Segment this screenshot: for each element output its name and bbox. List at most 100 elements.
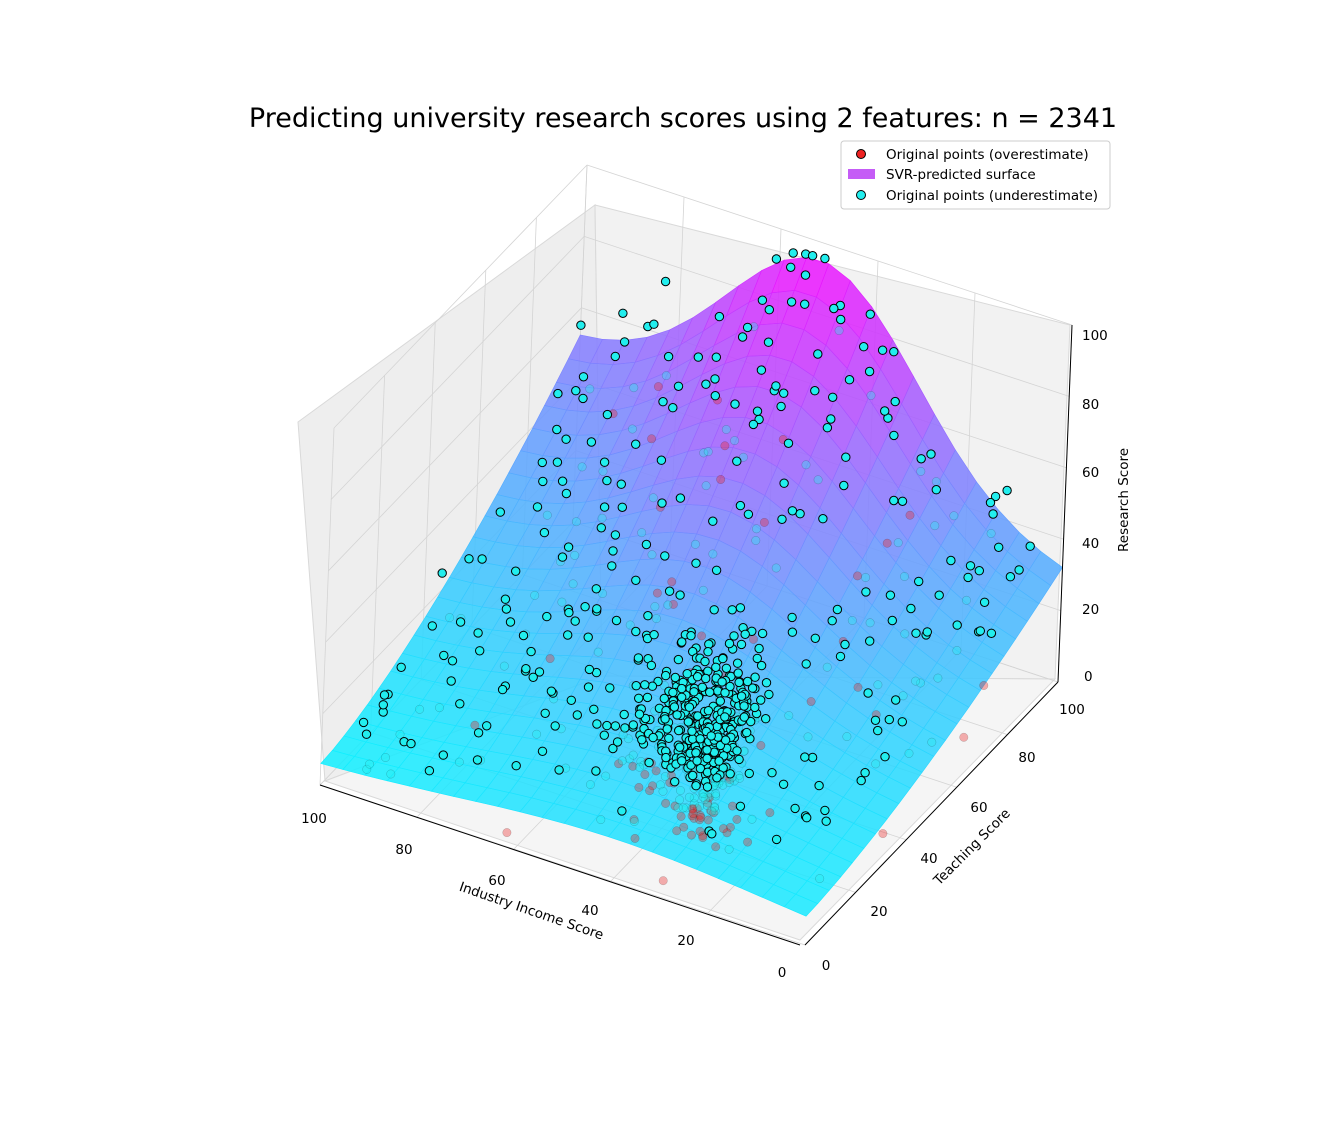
point-underestimate <box>542 611 552 622</box>
point-underestimate <box>682 669 692 679</box>
point-underestimate <box>599 730 609 740</box>
point-overestimate <box>806 697 816 706</box>
point-underestimate <box>707 829 717 839</box>
point-underestimate <box>727 605 737 615</box>
point-underestimate <box>703 792 713 802</box>
point-underestimate <box>668 687 678 698</box>
y-tick-label: 100 <box>1059 702 1085 718</box>
point-underestimate <box>810 386 820 396</box>
point-underestimate <box>629 817 639 826</box>
point-overestimate <box>732 815 742 824</box>
point-underestimate <box>649 319 659 329</box>
point-overestimate <box>651 766 661 776</box>
point-underestimate <box>800 752 810 762</box>
point-overestimate <box>679 822 689 832</box>
point-underestimate <box>378 700 388 710</box>
point-underestimate <box>576 320 586 330</box>
point-underestimate <box>718 653 728 664</box>
point-underestimate <box>873 725 883 736</box>
point-underestimate <box>898 691 908 701</box>
point-underestimate <box>475 646 485 656</box>
point-underestimate <box>631 575 641 585</box>
point-overestimate <box>882 538 892 548</box>
point-overestimate <box>470 720 480 730</box>
point-underestimate <box>734 754 744 765</box>
point-underestimate <box>677 692 687 702</box>
point-underestimate <box>736 639 747 650</box>
point-underestimate <box>861 587 871 597</box>
point-overestimate <box>688 804 698 814</box>
point-underestimate <box>763 337 774 347</box>
point-underestimate <box>732 456 742 466</box>
point-underestimate <box>511 566 521 576</box>
point-underestimate <box>691 748 701 758</box>
point-underestimate <box>744 768 754 779</box>
point-underestimate <box>678 803 688 813</box>
point-underestimate <box>532 502 543 512</box>
y-axis-line <box>804 681 1059 946</box>
point-underestimate <box>631 439 641 449</box>
point-underestimate <box>952 620 962 630</box>
point-underestimate <box>362 764 372 774</box>
point-underestimate <box>610 530 621 540</box>
point-underestimate <box>712 773 722 783</box>
point-overestimate <box>749 635 758 644</box>
point-underestimate <box>861 573 870 582</box>
point-underestimate <box>455 617 466 627</box>
point-underestimate <box>814 780 824 791</box>
point-underestimate <box>396 662 406 672</box>
point-underestimate <box>691 558 701 568</box>
point-underestimate <box>702 745 712 755</box>
point-underestimate <box>801 659 811 669</box>
point-underestimate <box>660 714 670 724</box>
point-underestimate <box>607 561 617 571</box>
point-underestimate <box>818 514 828 524</box>
point-underestimate <box>880 752 890 762</box>
point-underestimate <box>592 719 602 729</box>
point-underestimate <box>703 801 712 810</box>
legend-label: Original points (overestimate) <box>886 147 1089 163</box>
point-underestimate <box>1002 485 1012 496</box>
point-underestimate <box>742 676 753 687</box>
point-underestimate <box>628 720 638 730</box>
point-overestimate <box>853 682 863 692</box>
point-underestimate <box>563 630 573 640</box>
point-underestimate <box>635 762 644 772</box>
point-underestimate <box>395 729 405 739</box>
point-underestimate <box>807 752 818 763</box>
point-underestimate <box>663 351 674 362</box>
point-underestimate <box>608 546 618 556</box>
point-underestimate <box>593 647 603 657</box>
point-underestimate <box>598 466 608 476</box>
point-underestimate <box>657 498 667 508</box>
point-underestimate <box>605 683 615 693</box>
point-underestimate <box>761 678 772 688</box>
point-underestimate <box>790 803 800 814</box>
point-underestimate <box>634 709 645 719</box>
point-underestimate <box>735 801 746 811</box>
point-underestimate <box>904 749 914 758</box>
point-underestimate <box>922 627 932 637</box>
point-underestimate <box>673 654 684 665</box>
point-underestimate <box>813 349 823 359</box>
point-underestimate <box>700 656 710 667</box>
point-underestimate <box>724 844 734 854</box>
point-underestimate <box>577 462 587 472</box>
point-overestimate <box>756 741 766 750</box>
point-underestimate <box>866 391 876 400</box>
point-underestimate <box>674 725 684 736</box>
point-underestimate <box>747 814 757 824</box>
point-underestimate <box>677 683 687 694</box>
point-underestimate <box>822 423 833 433</box>
point-overestimate <box>654 382 663 391</box>
point-underestimate <box>550 721 560 731</box>
point-underestimate <box>856 775 866 786</box>
point-overestimate <box>502 828 512 837</box>
point-underestimate <box>963 572 973 583</box>
point-underestimate <box>662 724 672 734</box>
legend-box <box>840 140 1111 210</box>
point-underestimate <box>610 351 620 362</box>
x-tick-label: 100 <box>301 811 327 827</box>
point-underestimate <box>598 589 607 598</box>
point-underestimate <box>601 771 611 781</box>
